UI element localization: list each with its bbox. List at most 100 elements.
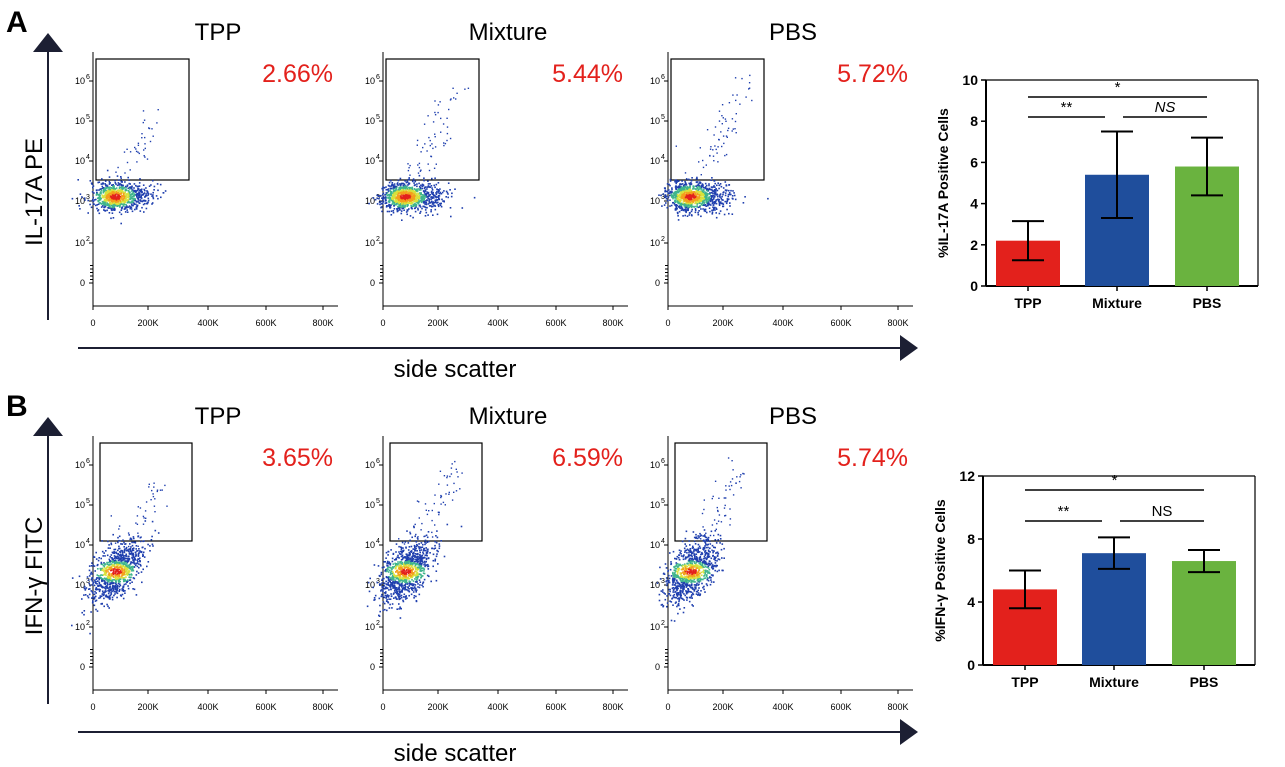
event-dot: [110, 195, 112, 198]
event-dot: [81, 611, 83, 614]
event-dot: [429, 183, 431, 185]
event-dot: [677, 219, 680, 221]
event-dot: [705, 199, 707, 201]
event-dot: [389, 187, 392, 190]
event-dot: [697, 185, 699, 188]
event-dot: [392, 197, 394, 199]
event-dot: [421, 185, 423, 188]
event-dot: [144, 195, 147, 198]
event-dot: [401, 182, 403, 185]
event-dot: [101, 194, 104, 197]
event-dot: [96, 583, 98, 585]
event-dot: [406, 195, 409, 197]
event-dot: [144, 547, 146, 550]
event-dot: [658, 194, 660, 196]
event-dot: [713, 180, 715, 182]
event-dot: [413, 198, 416, 200]
event-dot: [387, 581, 389, 584]
event-dot: [413, 526, 415, 529]
event-dot: [394, 193, 396, 195]
event-dot: [425, 206, 427, 209]
event-dot: [120, 207, 123, 209]
event-dot: [692, 201, 694, 203]
event-dot: [107, 188, 110, 191]
event-dot: [697, 196, 699, 199]
event-dot: [382, 201, 384, 203]
event-dot: [88, 575, 91, 577]
event-dot: [106, 209, 108, 212]
event-dot: [115, 551, 117, 554]
event-dot: [128, 179, 130, 181]
event-dot: [767, 197, 769, 200]
event-dot: [408, 190, 411, 192]
event-dot: [116, 193, 118, 195]
event-dot: [127, 571, 129, 574]
event-dot: [101, 569, 103, 572]
event-dot: [87, 212, 89, 214]
event-dot: [706, 190, 709, 192]
event-dot: [125, 547, 128, 550]
event-dot: [100, 203, 103, 205]
event-dot: [130, 188, 133, 190]
event-dot: [114, 572, 117, 575]
event-dot: [426, 536, 429, 539]
event-dot: [393, 203, 396, 205]
event-dot: [706, 188, 709, 191]
event-dot: [93, 584, 96, 587]
event-dot: [382, 189, 384, 191]
event-dot: [103, 201, 106, 204]
event-dot: [117, 194, 120, 196]
gate-box: [389, 442, 483, 542]
event-dot: [119, 205, 121, 207]
event-dot: [426, 188, 428, 190]
flow-y-tick-exponent: 6: [661, 74, 665, 81]
event-dot: [379, 203, 381, 206]
event-dot: [377, 195, 380, 197]
event-dot: [95, 592, 97, 594]
event-dot: [133, 190, 136, 192]
event-dot: [115, 569, 118, 572]
event-dot: [135, 553, 137, 556]
event-dot: [115, 552, 118, 555]
event-dot: [148, 127, 150, 129]
event-dot: [402, 191, 405, 193]
event-dot: [113, 209, 116, 211]
event-dot: [698, 194, 701, 196]
event-dot: [401, 558, 404, 561]
event-dot: [120, 573, 123, 575]
event-dot: [687, 204, 689, 206]
event-dot: [85, 587, 88, 589]
event-dot: [413, 595, 416, 597]
event-dot: [709, 203, 711, 206]
event-dot: [138, 548, 140, 550]
event-dot: [109, 547, 111, 549]
event-dot: [116, 190, 118, 193]
event-dot: [401, 186, 404, 189]
flow-x-tick-label: 800K: [312, 318, 333, 328]
event-dot: [425, 193, 427, 195]
event-dot: [423, 195, 426, 197]
event-dot: [106, 583, 109, 586]
event-dot: [678, 188, 680, 190]
event-dot: [132, 555, 134, 557]
event-dot: [122, 539, 124, 541]
event-dot: [107, 547, 110, 549]
event-dot: [141, 194, 143, 196]
event-dot: [113, 561, 116, 563]
event-dot: [144, 143, 146, 145]
event-dot: [391, 560, 394, 563]
event-dot: [437, 195, 440, 197]
event-dot: [403, 574, 405, 576]
event-dot: [405, 186, 407, 188]
event-dot: [138, 182, 141, 184]
event-dot: [144, 194, 147, 197]
event-dot: [424, 539, 427, 542]
event-dot: [464, 88, 466, 90]
event-dot: [121, 561, 123, 563]
event-dot: [88, 569, 91, 572]
event-dot: [407, 182, 410, 184]
event-dot: [387, 188, 390, 190]
event-dot: [702, 197, 705, 199]
event-dot: [124, 191, 126, 194]
event-dot: [681, 209, 684, 211]
